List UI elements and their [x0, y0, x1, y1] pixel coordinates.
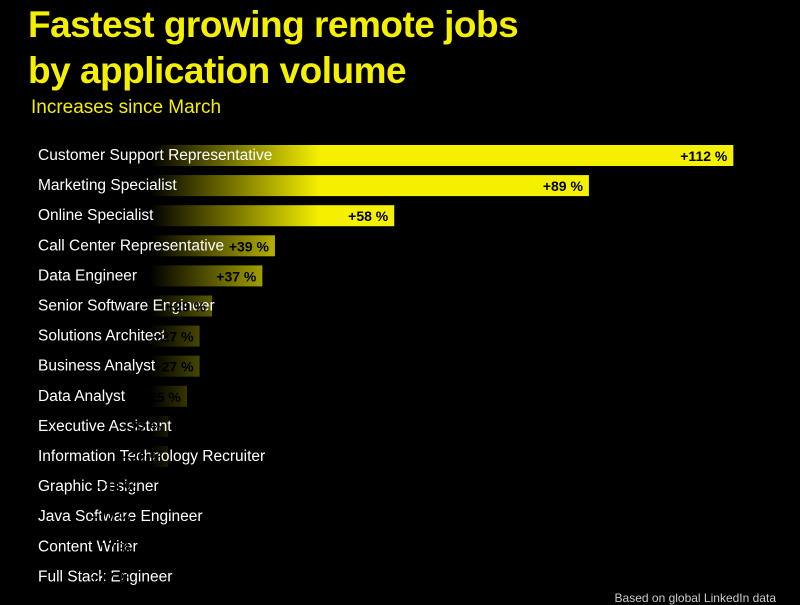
bar-6 — [30, 295, 213, 317]
category-labels: Customer Support Representative Marketing… — [38, 147, 272, 585]
category-label-8: Business Analyst — [38, 358, 156, 375]
value-label-2: +89 % — [543, 178, 584, 194]
bar-15 — [30, 566, 137, 588]
bar-3 — [30, 205, 395, 227]
bar-2 — [30, 175, 589, 197]
chart-title: Fastest growing remote jobs by applicatio… — [28, 2, 519, 94]
value-label-12: +18 % — [97, 479, 138, 495]
value-label-15: +17 % — [91, 569, 132, 585]
category-label-11: Information Technology Recruiter — [38, 448, 265, 465]
value-label-7: +27 % — [153, 329, 194, 345]
chart-title-line-1: Fastest growing remote jobs — [28, 4, 519, 45]
bar-9 — [30, 385, 187, 407]
value-label-11: +22 % — [122, 449, 163, 465]
bar-12 — [30, 476, 144, 498]
category-label-10: Executive Assistant — [38, 418, 172, 435]
category-label-7: Solutions Architect — [38, 328, 166, 345]
category-label-2: Marketing Specialist — [38, 177, 177, 194]
bar-5 — [30, 265, 263, 287]
bar-13 — [30, 506, 137, 528]
bar-4 — [30, 235, 275, 257]
bar-14 — [30, 536, 137, 558]
bar-10 — [30, 415, 169, 437]
chart-title-line-2: by application volume — [28, 50, 407, 91]
value-label-6: +29 % — [166, 299, 207, 315]
category-label-14: Content Writer — [38, 538, 138, 555]
value-label-10: +22 % — [122, 419, 163, 435]
category-label-15: Full Stack Engineer — [38, 568, 172, 585]
category-label-6: Senior Software Engineer — [38, 298, 215, 315]
value-label-1: +112 % — [680, 148, 728, 164]
value-labels: +112 % +89 % +58 % +39 % +37 % +29 % +27 % +27 … — [91, 148, 728, 585]
category-label-13: Java Software Engineer — [38, 508, 203, 525]
value-label-8: +27 % — [153, 359, 194, 375]
value-label-14: +17 % — [91, 539, 132, 555]
category-label-3: Online Specialist — [38, 207, 154, 224]
value-label-4: +39 % — [229, 238, 270, 254]
bar-11 — [30, 446, 169, 467]
category-label-4: Call Center Representative — [38, 237, 224, 254]
value-label-9: +25 % — [141, 389, 182, 405]
category-label-9: Data Analyst — [38, 388, 126, 405]
bars-layer — [30, 145, 734, 588]
chart-subtitle: Increases since March — [31, 97, 222, 118]
category-label-5: Data Engineer — [38, 267, 137, 284]
bar-1 — [30, 145, 734, 166]
bar-7 — [30, 325, 200, 347]
value-label-3: +58 % — [348, 208, 389, 224]
category-label-12: Graphic Designer — [38, 478, 159, 495]
footnote: Based on global LinkedIn data — [614, 591, 776, 605]
value-label-5: +37 % — [216, 268, 257, 284]
category-label-1: Customer Support Representative — [38, 147, 272, 164]
bar-8 — [30, 355, 200, 377]
value-label-13: +17 % — [91, 509, 132, 525]
